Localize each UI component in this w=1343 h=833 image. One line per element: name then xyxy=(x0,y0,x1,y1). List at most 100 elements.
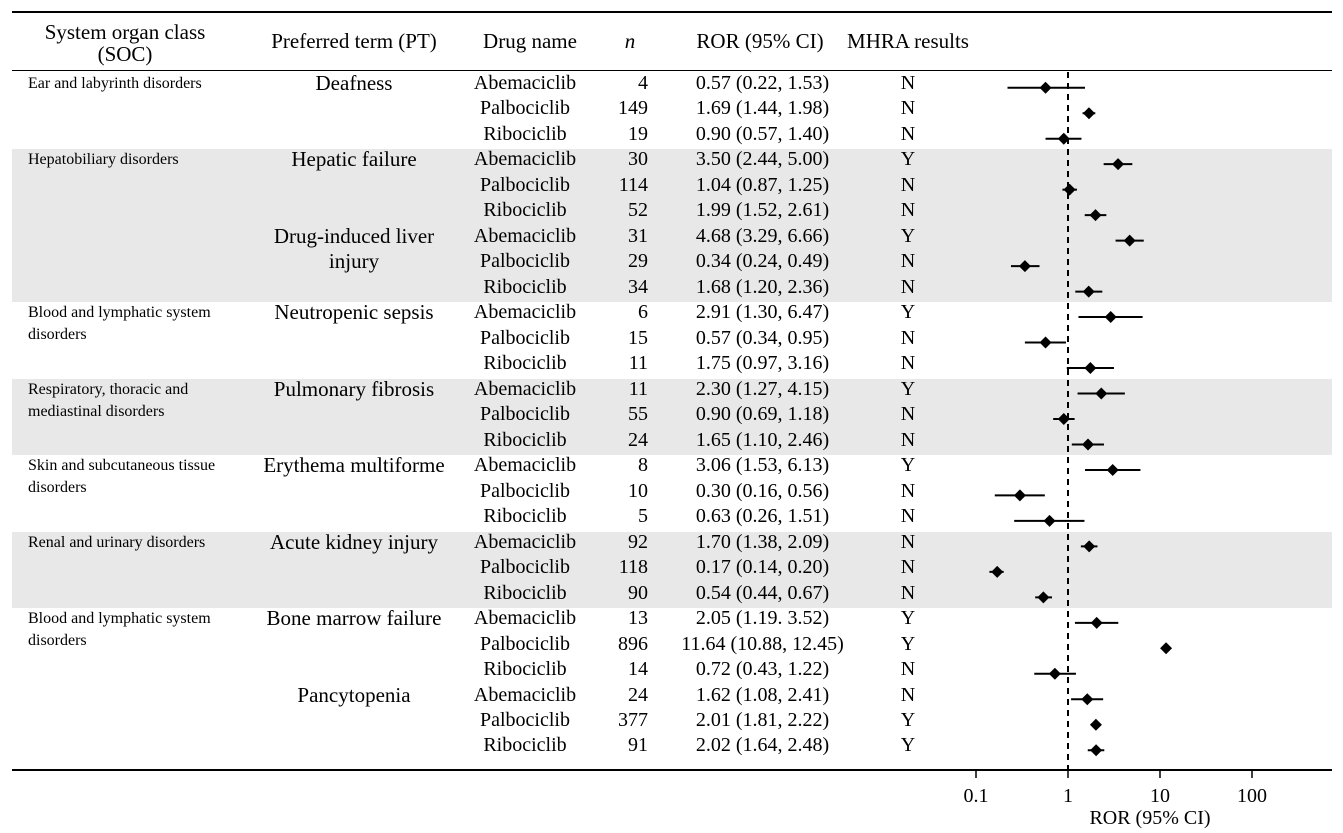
case-count: 13 xyxy=(628,607,648,630)
pt-label: Pulmonary fibrosis xyxy=(273,376,435,401)
top-rule xyxy=(12,11,1332,13)
drug-name: Ribociclib xyxy=(483,122,567,145)
ror-value: 3.06 (1.53, 6.13) xyxy=(695,454,830,477)
case-count: 24 xyxy=(628,683,648,706)
point-estimate xyxy=(1039,336,1052,349)
drug-name: Ribociclib xyxy=(483,581,567,604)
case-count: 8 xyxy=(638,454,648,477)
case-count: 34 xyxy=(628,275,648,298)
header-pt: Preferred term (PT) xyxy=(271,29,437,53)
drug-name: Ribociclib xyxy=(483,275,567,298)
drug-name: Ribociclib xyxy=(483,734,567,757)
mhra-result: N xyxy=(900,581,916,604)
point-estimate xyxy=(1018,260,1031,273)
pt-label: Drug-induced liver injury xyxy=(273,223,435,273)
header-ror: ROR (95% CI) xyxy=(696,29,824,53)
drug-name: Ribociclib xyxy=(483,428,567,451)
ror-value: 0.90 (0.57, 1.40) xyxy=(695,122,830,145)
ror-value: 1.65 (1.10, 2.46) xyxy=(695,428,830,451)
group-band xyxy=(12,531,1332,609)
point-estimate xyxy=(1083,540,1096,553)
ror-value: 2.05 (1.19. 3.52) xyxy=(695,607,830,630)
drug-name: Abemaciclib xyxy=(473,148,577,171)
soc-label: Respiratory, thoracic and mediastinal di… xyxy=(28,380,189,420)
ror-value: 0.72 (0.43, 1.22) xyxy=(695,658,830,681)
point-estimate xyxy=(1081,693,1094,706)
ror-value: 1.69 (1.44, 1.98) xyxy=(695,97,830,120)
point-estimate xyxy=(1043,514,1056,527)
ror-value: 2.01 (1.81, 2.22) xyxy=(695,709,830,731)
pt-label: Bone marrow failure xyxy=(266,606,442,631)
drug-name: Abemaciclib xyxy=(473,530,577,553)
mhra-result: Y xyxy=(900,148,916,171)
pt-label: Hepatic failure xyxy=(291,147,417,172)
ror-value: 1.99 (1.52, 2.61) xyxy=(695,199,830,222)
group-band xyxy=(12,378,1332,456)
case-count: 11 xyxy=(628,352,648,375)
case-count: 10 xyxy=(628,479,648,502)
point-estimate xyxy=(1160,642,1173,655)
x-axis-label: ROR (95% CI) xyxy=(1089,807,1210,829)
mhra-result: N xyxy=(900,199,916,222)
header-rule xyxy=(12,70,1332,71)
case-count: 11 xyxy=(628,377,648,400)
drug-name: Abemaciclib xyxy=(473,454,577,477)
mhra-result: N xyxy=(900,505,916,528)
case-count: 114 xyxy=(618,173,648,196)
drug-name: Ribociclib xyxy=(483,199,567,222)
drug-name: Abemaciclib xyxy=(473,301,577,324)
mhra-result: N xyxy=(900,122,916,145)
ror-value: 4.68 (3.29, 6.66) xyxy=(695,224,830,247)
mhra-result: N xyxy=(900,173,916,196)
case-count: 30 xyxy=(628,148,648,171)
header-mhra: MHRA results xyxy=(847,29,969,53)
point-estimate xyxy=(1090,616,1103,629)
x-tick-label: 10 xyxy=(1150,785,1170,807)
case-count: 15 xyxy=(628,326,648,349)
case-count: 90 xyxy=(628,581,648,604)
drug-name: Abemaciclib xyxy=(473,72,577,94)
ror-value: 0.30 (0.16, 0.56) xyxy=(695,479,830,502)
soc-label: Blood and lymphatic system disorders xyxy=(28,304,211,344)
drug-name: Ribociclib xyxy=(483,658,567,681)
soc-label: Hepatobiliary disorders xyxy=(28,151,179,169)
drug-name: Palbociclib xyxy=(480,709,570,731)
drug-name: Palbociclib xyxy=(480,250,570,273)
ror-value: 2.30 (1.27, 4.15) xyxy=(695,377,830,400)
mhra-result: N xyxy=(900,72,916,94)
point-estimate xyxy=(1037,591,1050,604)
point-estimate xyxy=(1123,234,1136,247)
ror-value: 1.70 (1.38, 2.09) xyxy=(695,530,830,553)
case-count: 4 xyxy=(638,72,648,94)
ror-value: 2.91 (1.30, 6.47) xyxy=(695,301,830,324)
mhra-result: Y xyxy=(900,632,916,655)
point-estimate xyxy=(1082,285,1095,298)
ror-value: 0.63 (0.26, 1.51) xyxy=(695,505,830,528)
ror-value: 1.62 (1.08, 2.41) xyxy=(695,683,830,706)
drug-name: Palbociclib xyxy=(480,97,570,120)
mhra-result: Y xyxy=(900,607,916,630)
mhra-result: Y xyxy=(900,301,916,324)
mhra-result: N xyxy=(900,479,916,502)
point-estimate xyxy=(1063,183,1076,196)
ror-value: 0.57 (0.34, 0.95) xyxy=(695,326,830,349)
mhra-result: N xyxy=(900,428,916,451)
point-estimate xyxy=(1048,667,1061,680)
pt-label: Deafness xyxy=(315,71,393,95)
drug-name: Ribociclib xyxy=(483,352,567,375)
point-estimate xyxy=(1089,209,1102,222)
mhra-result: N xyxy=(900,250,916,273)
mhra-result: Y xyxy=(900,377,916,400)
point-estimate xyxy=(1013,489,1026,502)
point-estimate xyxy=(1104,311,1117,324)
case-count: 29 xyxy=(628,250,648,273)
point-estimate xyxy=(1082,438,1095,451)
mhra-result: N xyxy=(900,658,916,681)
case-count: 91 xyxy=(628,734,648,757)
point-estimate xyxy=(1039,81,1052,94)
mhra-result: Y xyxy=(900,454,916,477)
point-estimate xyxy=(1057,412,1070,425)
soc-label: Ear and labyrinth disorders xyxy=(28,75,202,92)
mhra-result: N xyxy=(900,403,916,426)
mhra-result: N xyxy=(900,556,916,579)
